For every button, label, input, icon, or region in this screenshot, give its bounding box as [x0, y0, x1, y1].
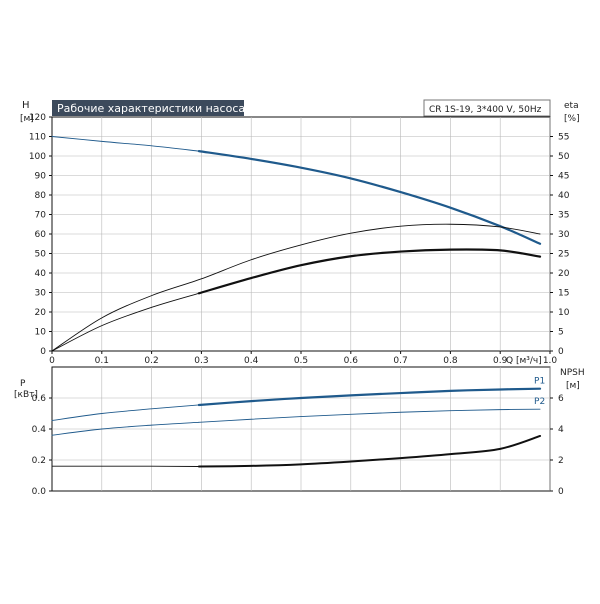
top-y-left-tick-label: 30: [35, 289, 47, 299]
top-y-left-tick-label: 70: [35, 211, 47, 221]
top-y-right-tick-label: 10: [558, 308, 570, 318]
top-ylabel-right-bottom: [%]: [564, 114, 580, 124]
top-y-left-tick-label: 80: [35, 191, 47, 201]
bottom-series-npsh-thick: [199, 436, 540, 467]
top-series-eta-thick: [199, 249, 540, 293]
bottom-ylabel-right-top: NPSH: [560, 368, 585, 378]
top-y-right-tick-label: 35: [558, 211, 569, 221]
top-ylabel-right-top: eta: [564, 101, 579, 111]
bottom-y-ticks-right: 0 2 4 6: [550, 394, 564, 497]
top-series-eta-thick-lead: [52, 293, 199, 351]
top-y-left-tick-label: 50: [35, 250, 47, 260]
top-x-tick-label: 0.2: [144, 356, 158, 366]
top-x-tick-label: 1.0: [543, 356, 558, 366]
bottom-series-p1-thick: [199, 389, 540, 405]
top-ylabel-left-bottom: [м]: [20, 114, 34, 124]
top-series-head-thin: [52, 137, 199, 152]
bottom-y-left-tick-label: 0.0: [32, 487, 47, 497]
top-y-right-tick-label: 5: [558, 328, 564, 338]
chart-title: Рабочие характеристики насоса: [57, 102, 245, 115]
top-x-tick-label: 0.7: [393, 356, 407, 366]
top-x-tick-label: 0.8: [443, 356, 458, 366]
top-x-tick-label: 0.6: [344, 356, 359, 366]
top-y-right-tick-label: 50: [558, 152, 570, 162]
top-y-left-tick-label: 110: [29, 133, 46, 143]
top-series-eta-thin: [52, 224, 540, 351]
bottom-y-left-tick-label: 0.4: [32, 425, 47, 435]
bottom-ylabel-right-bottom: [м]: [566, 381, 580, 391]
top-y-right-tick-label: 30: [558, 230, 570, 240]
top-y-left-tick-label: 40: [35, 269, 47, 279]
bottom-series-p2-thin: [199, 409, 540, 422]
top-y-left-tick-label: 10: [35, 328, 47, 338]
top-y-right-tick-label: 0: [558, 347, 564, 357]
top-y-right-tick-label: 20: [558, 269, 570, 279]
top-y-left-tick-label: 20: [35, 308, 47, 318]
bottom-y-right-tick-label: 6: [558, 394, 564, 404]
series-label-p2: P2: [534, 397, 545, 407]
bottom-ylabel-left-bottom: [кВт]: [14, 390, 38, 400]
top-y-right-tick-label: 40: [558, 191, 570, 201]
bottom-gridlines: [52, 367, 550, 491]
top-xlabel: Q [м³/ч]: [506, 356, 542, 366]
bottom-y-right-tick-label: 2: [558, 456, 564, 466]
bottom-y-left-tick-label: 0.2: [32, 456, 46, 466]
bottom-ylabel-left-top: P: [20, 379, 26, 389]
top-y-right-tick-label: 15: [558, 289, 569, 299]
top-y-right-tick-label: 45: [558, 172, 569, 182]
top-x-tick-label: 0.1: [95, 356, 109, 366]
top-x-tick-label: 0.5: [294, 356, 308, 366]
bottom-series-group: P1 P2: [52, 377, 545, 467]
top-x-tick-label: 0.4: [244, 356, 259, 366]
top-y-left-tick-label: 90: [35, 172, 47, 182]
bottom-y-ticks-left: 0.00.20.40.6: [32, 394, 52, 497]
bottom-y-right-tick-label: 4: [558, 425, 564, 435]
top-y-ticks-right: 0 5 10 15 20 25 30 35 40 45 50 55: [550, 133, 570, 358]
series-label-p1: P1: [534, 377, 545, 387]
bottom-series-p1-thin: [52, 405, 199, 421]
pump-model-label: CR 1S-19, 3*400 V, 50Hz: [429, 105, 542, 115]
top-x-tick-label: 0.3: [194, 356, 208, 366]
bottom-y-right-tick-label: 0: [558, 487, 564, 497]
top-y-right-tick-label: 55: [558, 133, 569, 143]
top-series-group: [52, 137, 540, 352]
top-y-right-tick-label: 25: [558, 250, 569, 260]
top-y-left-tick-label: 0: [40, 347, 46, 357]
top-ylabel-left-top: H: [22, 100, 30, 111]
top-y-left-tick-label: 100: [29, 152, 46, 162]
top-y-left-tick-label: 60: [35, 230, 47, 240]
top-x-tick-label: 0: [49, 356, 55, 366]
